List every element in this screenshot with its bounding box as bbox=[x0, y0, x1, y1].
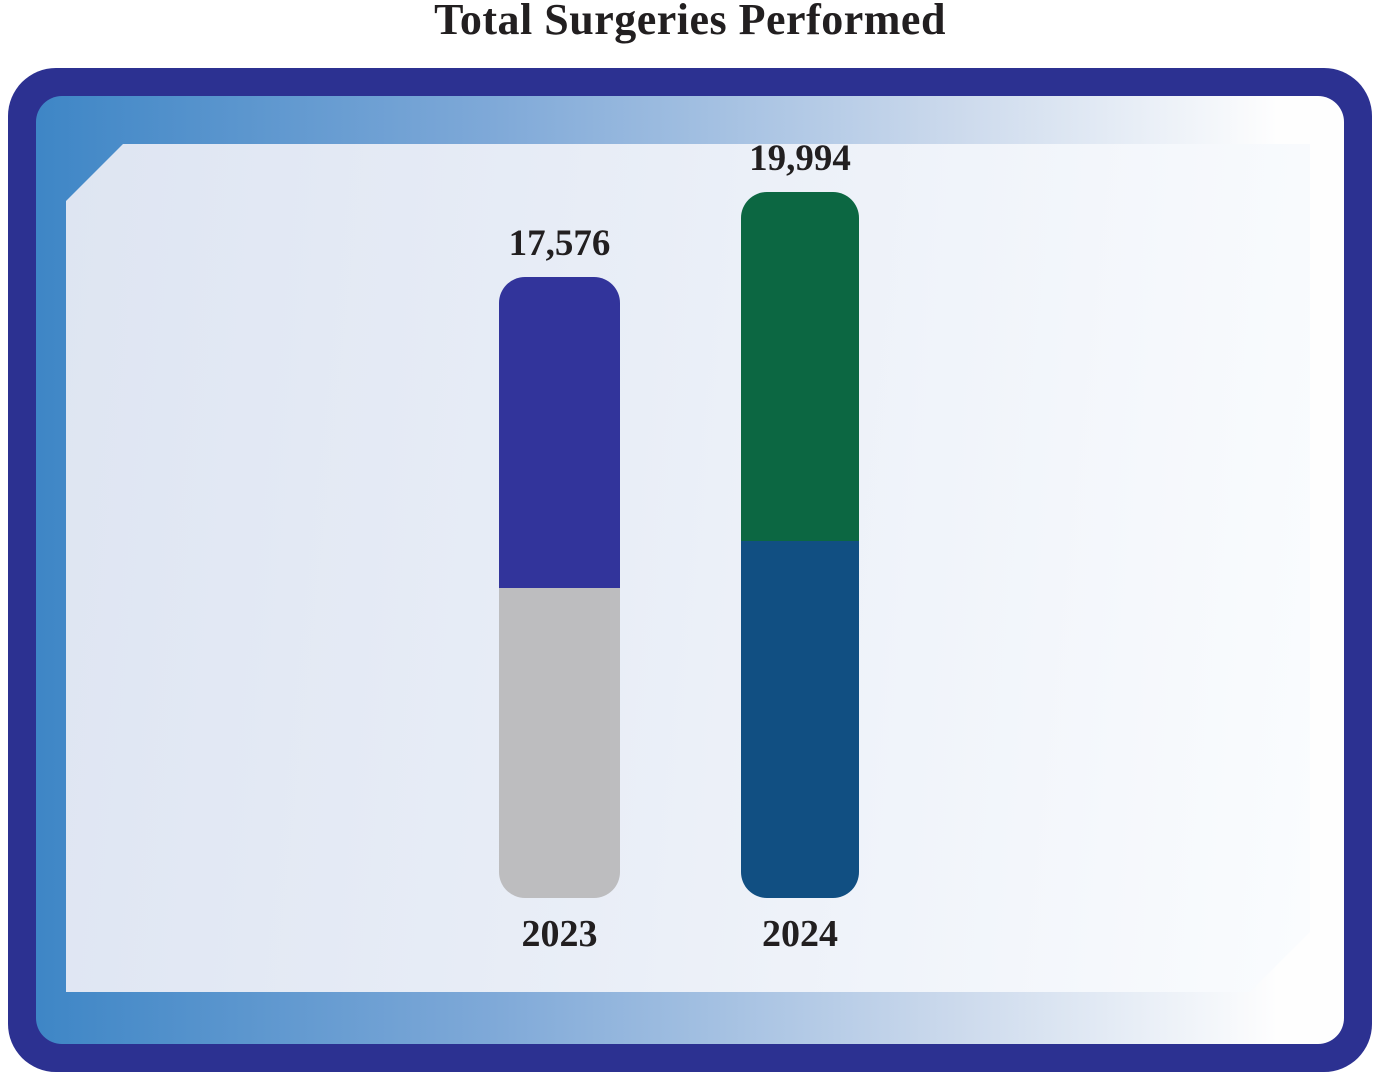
chart-frame bbox=[8, 68, 1372, 1072]
frame-gradient-band bbox=[36, 96, 1344, 1044]
page-title: Total Surgeries Performed bbox=[434, 0, 946, 44]
chart-panel bbox=[66, 144, 1310, 992]
